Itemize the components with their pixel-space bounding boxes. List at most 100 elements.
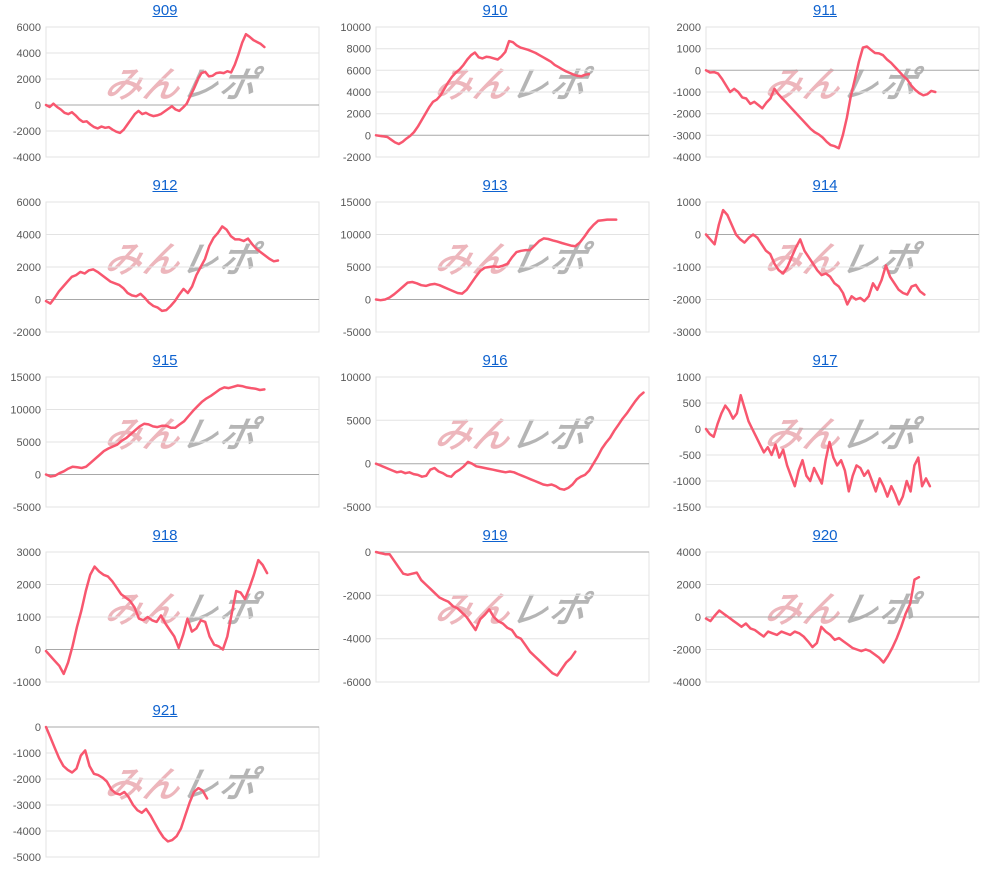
machine-number-link[interactable]: 910	[482, 2, 508, 19]
y-tick-label: -1500	[673, 502, 701, 514]
chart-title: 918	[0, 526, 330, 546]
payout-line-chart: みんレポ 1000 0 -1000 -2000 -3000	[660, 196, 990, 348]
y-tick-label: 4000	[347, 87, 371, 99]
machine-chart-cell: 920 みんレポ 4000 2000 0 -2000 -4000	[660, 525, 990, 700]
machine-number-link[interactable]: 915	[152, 352, 178, 369]
machine-number-link[interactable]: 913	[482, 177, 508, 194]
payout-series-line	[44, 32, 266, 135]
y-tick-label: 2000	[677, 580, 701, 592]
y-tick-label: 8000	[347, 44, 371, 56]
machine-number-link[interactable]: 919	[482, 527, 508, 544]
chart-title: 915	[0, 351, 330, 371]
chart-canvas: 4000 2000 0 -2000 -4000	[673, 547, 980, 689]
y-tick-label: -1000	[673, 262, 701, 274]
y-tick-label: -4000	[13, 826, 41, 838]
y-tick-label: 0	[35, 645, 41, 657]
y-tick-label: 1000	[677, 197, 701, 209]
y-tick-label: -6000	[343, 677, 371, 689]
y-tick-label: -2000	[673, 295, 701, 307]
y-tick-label: 10000	[340, 230, 371, 242]
machine-number-link[interactable]: 921	[152, 702, 178, 719]
y-tick-label: 15000	[10, 372, 41, 384]
y-tick-label: -1000	[673, 476, 701, 488]
machine-chart-cell: 912 みんレポ 6000 4000 2000 0 -2000	[0, 175, 330, 350]
y-tick-label: -2000	[673, 645, 701, 657]
y-tick-label: 1000	[677, 372, 701, 384]
chart-canvas: 2000 1000 0 -1000 -2000 -3000 -4000	[673, 22, 980, 164]
chart-title: 917	[660, 351, 990, 371]
machine-chart-cell: 916 みんレポ 10000 5000 0 -5000	[330, 350, 660, 525]
y-tick-label: 2000	[17, 74, 41, 86]
machine-number-link[interactable]: 916	[482, 352, 508, 369]
chart-canvas: 0 -1000 -2000 -3000 -4000 -5000	[13, 722, 320, 864]
machine-number-link[interactable]: 912	[152, 177, 178, 194]
y-tick-label: -2000	[673, 109, 701, 121]
payout-line-chart: みんレポ 4000 2000 0 -2000 -4000	[660, 546, 990, 698]
machine-number-link[interactable]: 909	[152, 2, 178, 19]
chart-canvas: 15000 10000 5000 0 -5000	[340, 197, 650, 339]
payout-line-chart: みんレポ 0 -1000 -2000 -3000 -4000 -5000	[0, 721, 330, 873]
chart-title: 912	[0, 176, 330, 196]
machine-number-link[interactable]: 914	[812, 177, 838, 194]
y-tick-label: 0	[365, 130, 371, 142]
payout-series-line	[44, 384, 266, 478]
y-tick-label: -5000	[13, 502, 41, 514]
machine-chart-cell: 911 みんレポ 2000 1000 0 -1000 -2000 -3000 -4000	[660, 0, 990, 175]
machine-number-link[interactable]: 917	[812, 352, 838, 369]
machine-number-link[interactable]: 920	[812, 527, 838, 544]
y-tick-label: -4000	[13, 152, 41, 164]
y-tick-label: 0	[695, 424, 701, 436]
machine-chart-cell: 914 みんレポ 1000 0 -1000 -2000 -3000	[660, 175, 990, 350]
y-tick-label: -2000	[13, 327, 41, 339]
chart-title: 920	[660, 526, 990, 546]
y-tick-label: 0	[695, 230, 701, 242]
y-tick-label: 4000	[17, 230, 41, 242]
plot-border	[45, 26, 320, 158]
y-tick-label: 3000	[17, 547, 41, 559]
y-tick-label: -1000	[13, 748, 41, 760]
chart-canvas: 10000 8000 6000 4000 2000 0 -2000	[340, 22, 650, 164]
chart-canvas: 10000 5000 0 -5000	[340, 372, 650, 514]
payout-line-chart: みんレポ 6000 4000 2000 0 -2000 -4000	[0, 21, 330, 173]
y-tick-label: 2000	[677, 22, 701, 34]
payout-line-chart: みんレポ 1000 500 0 -500 -1000 -1500	[660, 371, 990, 523]
payout-line-chart: みんレポ 2000 1000 0 -1000 -2000 -3000 -4000	[660, 21, 990, 173]
y-tick-label: 6000	[347, 65, 371, 77]
machine-chart-cell: 918 みんレポ 3000 2000 1000 0 -1000	[0, 525, 330, 700]
machine-chart-cell: 921 みんレポ 0 -1000 -2000 -3000 -4000 -5000	[0, 700, 330, 875]
chart-canvas: 1000 0 -1000 -2000 -3000	[673, 197, 980, 339]
y-tick-label: -5000	[343, 327, 371, 339]
payout-series-line	[704, 45, 937, 150]
chart-title: 911	[660, 1, 990, 21]
machine-chart-cell: 909 みんレポ 6000 4000 2000 0 -2000 -4000	[0, 0, 330, 175]
chart-title: 916	[330, 351, 660, 371]
machine-number-link[interactable]: 918	[152, 527, 178, 544]
y-tick-label: 500	[683, 398, 701, 410]
payout-series-line	[374, 39, 591, 146]
y-tick-label: 4000	[17, 48, 41, 60]
y-tick-label: 5000	[347, 415, 371, 427]
payout-series-line	[44, 725, 209, 843]
chart-canvas: 1000 500 0 -500 -1000 -1500	[673, 372, 980, 514]
y-tick-label: -2000	[13, 774, 41, 786]
chart-canvas: 6000 4000 2000 0 -2000	[13, 197, 320, 339]
payout-line-chart: みんレポ 10000 8000 6000 4000 2000 0 -2000	[330, 21, 660, 173]
machine-number-link[interactable]: 911	[813, 2, 837, 19]
y-tick-label: 0	[35, 100, 41, 112]
y-tick-label: -1000	[673, 87, 701, 99]
plot-border	[705, 376, 980, 508]
payout-series-line	[374, 550, 577, 677]
payout-series-line	[704, 208, 926, 306]
y-tick-label: 2000	[17, 580, 41, 592]
plot-border	[45, 726, 320, 858]
y-tick-label: 0	[695, 612, 701, 624]
y-tick-label: 2000	[347, 109, 371, 121]
chart-title: 913	[330, 176, 660, 196]
chart-canvas: 15000 10000 5000 0 -5000	[10, 372, 320, 514]
payout-series-line	[44, 558, 269, 676]
y-tick-label: -2000	[343, 590, 371, 602]
payout-line-chart: みんレポ 0 -2000 -4000 -6000	[330, 546, 660, 698]
chart-title: 909	[0, 1, 330, 21]
machine-chart-cell: 915 みんレポ 15000 10000 5000 0 -5000	[0, 350, 330, 525]
